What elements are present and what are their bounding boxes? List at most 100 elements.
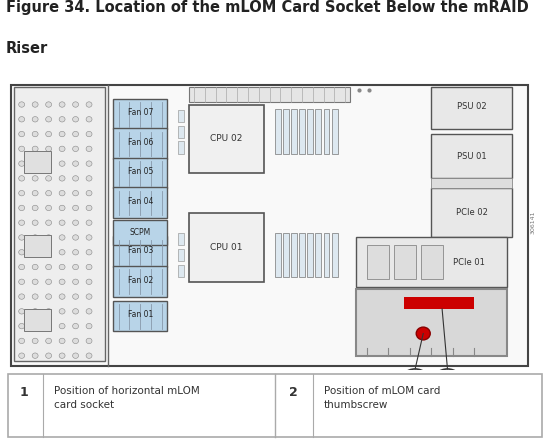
Circle shape <box>19 205 25 211</box>
Bar <box>178 142 184 154</box>
Circle shape <box>19 146 25 152</box>
Circle shape <box>32 323 38 329</box>
Circle shape <box>59 220 65 225</box>
Circle shape <box>19 161 25 166</box>
Circle shape <box>19 353 25 359</box>
Circle shape <box>86 205 92 211</box>
Circle shape <box>73 146 79 152</box>
Circle shape <box>19 235 25 240</box>
Bar <box>189 87 350 102</box>
Bar <box>113 99 167 129</box>
Circle shape <box>46 294 52 299</box>
Bar <box>113 220 167 245</box>
Circle shape <box>73 161 79 166</box>
Circle shape <box>86 146 92 152</box>
Text: PSU 02: PSU 02 <box>457 102 487 112</box>
Bar <box>291 109 297 154</box>
Bar <box>394 245 416 279</box>
Circle shape <box>59 205 65 211</box>
Circle shape <box>32 131 38 137</box>
Bar <box>299 109 305 154</box>
Circle shape <box>19 279 25 284</box>
Bar <box>189 105 264 173</box>
Bar <box>431 188 512 237</box>
Circle shape <box>73 250 79 255</box>
Bar <box>24 309 51 331</box>
Bar <box>404 296 475 309</box>
Text: 306141: 306141 <box>530 211 535 235</box>
Circle shape <box>19 102 25 107</box>
Bar <box>299 232 305 277</box>
Circle shape <box>73 309 79 314</box>
Circle shape <box>19 294 25 299</box>
Circle shape <box>32 176 38 181</box>
Circle shape <box>46 250 52 255</box>
Circle shape <box>59 338 65 344</box>
Circle shape <box>32 353 38 359</box>
Text: Fan 02: Fan 02 <box>128 276 153 285</box>
Circle shape <box>73 176 79 181</box>
Text: PCIe 02: PCIe 02 <box>456 208 488 217</box>
Text: SCPM: SCPM <box>130 228 151 237</box>
Circle shape <box>59 309 65 314</box>
Bar <box>367 245 389 279</box>
Circle shape <box>86 161 92 166</box>
Circle shape <box>59 323 65 329</box>
Circle shape <box>46 220 52 225</box>
Circle shape <box>32 220 38 225</box>
Circle shape <box>32 250 38 255</box>
Bar <box>307 232 314 277</box>
Bar <box>113 300 167 331</box>
Circle shape <box>32 205 38 211</box>
Bar <box>315 232 321 277</box>
Text: Position of mLOM card
thumbscrew: Position of mLOM card thumbscrew <box>323 386 440 410</box>
Circle shape <box>46 205 52 211</box>
Bar <box>178 249 184 261</box>
Bar <box>332 109 338 154</box>
Circle shape <box>59 146 65 152</box>
Circle shape <box>46 131 52 137</box>
Circle shape <box>32 309 38 314</box>
Text: 1: 1 <box>444 378 450 388</box>
Text: CPU 02: CPU 02 <box>210 135 243 143</box>
Circle shape <box>86 264 92 270</box>
Circle shape <box>59 294 65 299</box>
Bar <box>178 265 184 277</box>
Circle shape <box>46 235 52 240</box>
Circle shape <box>416 327 430 340</box>
Circle shape <box>432 369 463 396</box>
Circle shape <box>86 353 92 359</box>
Circle shape <box>46 161 52 166</box>
Bar <box>14 87 105 361</box>
Circle shape <box>19 323 25 329</box>
Circle shape <box>86 309 92 314</box>
Bar <box>113 266 167 296</box>
Circle shape <box>46 309 52 314</box>
Circle shape <box>59 191 65 196</box>
Circle shape <box>86 338 92 344</box>
Text: Fan 05: Fan 05 <box>128 168 153 176</box>
Text: Fan 07: Fan 07 <box>128 108 153 117</box>
Circle shape <box>59 131 65 137</box>
Bar <box>356 289 507 355</box>
Circle shape <box>73 220 79 225</box>
Text: 2: 2 <box>412 378 418 388</box>
Bar <box>113 187 167 218</box>
Circle shape <box>86 191 92 196</box>
Circle shape <box>86 176 92 181</box>
Circle shape <box>32 161 38 166</box>
Bar <box>356 237 507 287</box>
Bar <box>323 109 329 154</box>
Circle shape <box>86 279 92 284</box>
Circle shape <box>19 309 25 314</box>
Text: Fan 06: Fan 06 <box>128 138 153 147</box>
Text: Riser: Riser <box>6 41 48 56</box>
Circle shape <box>46 102 52 107</box>
Bar <box>431 134 512 178</box>
Circle shape <box>86 250 92 255</box>
Circle shape <box>86 235 92 240</box>
Circle shape <box>59 250 65 255</box>
Text: Figure 34. Location of the mLOM Card Socket Below the mRAID: Figure 34. Location of the mLOM Card Soc… <box>6 0 528 15</box>
Circle shape <box>73 264 79 270</box>
Text: 1: 1 <box>20 386 29 399</box>
